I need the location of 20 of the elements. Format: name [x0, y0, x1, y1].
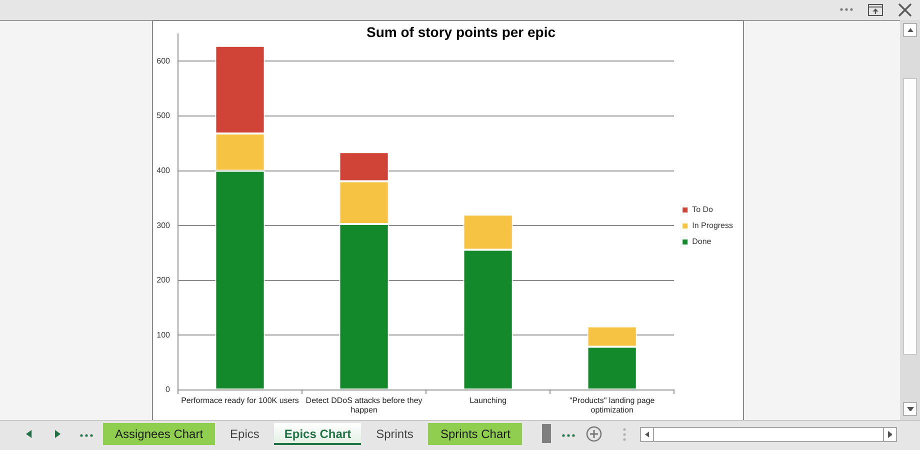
- x-tick-label: Launching: [470, 396, 507, 406]
- text: Epics: [230, 427, 260, 441]
- y-tick-label: 400: [156, 166, 171, 176]
- y-tick-label: 300: [156, 220, 171, 230]
- x-tick-label: "Products" landing page optimization: [569, 396, 656, 415]
- y-tick-label: 100: [156, 330, 171, 340]
- x-tick-label: Detect DDoS attacks before they happen: [306, 396, 422, 415]
- y-tick-label: 0: [166, 385, 171, 394]
- chart-title: Sum of story points per epic: [366, 24, 556, 40]
- tab: Sprints Chart: [428, 423, 522, 445]
- y-tick-label: 200: [156, 276, 171, 285]
- x-tick-label: Performace ready for 100K users: [181, 396, 299, 406]
- y-tick-label: 500: [156, 111, 171, 120]
- legend-label: In Progress: [692, 221, 733, 230]
- y-tick-label: 600: [156, 56, 171, 66]
- text: Sprints: [376, 427, 414, 441]
- legend-label: To Do: [692, 205, 714, 214]
- tab: Assignees Chart: [103, 423, 216, 445]
- legend-label: Done: [692, 237, 712, 246]
- tab: Epics Chart: [274, 423, 362, 445]
